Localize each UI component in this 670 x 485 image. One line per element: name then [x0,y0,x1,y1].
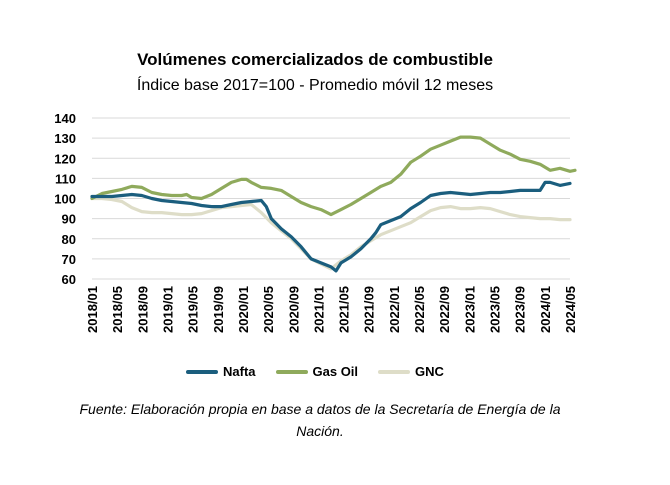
x-tick-label: 2024/05 [563,286,578,333]
grid-lines [92,117,570,280]
series-line-gnc [90,196,572,271]
x-tick-label: 2022/09 [437,286,452,333]
x-tick-label: 2023/05 [488,286,503,333]
legend-swatch [186,369,218,374]
y-tick-label: 120 [54,151,76,166]
x-tick-label: 2018/09 [135,286,150,333]
x-tick-label: 2019/09 [211,286,226,333]
legend-label: Nafta [223,364,256,379]
legend: Nafta Gas Oil GNC [186,364,464,379]
y-tick-label: 130 [54,131,76,146]
y-tick-label: 140 [54,111,76,126]
legend-label: Gas Oil [312,364,359,379]
chart-subtitle: Índice base 2017=100 - Promedio móvil 12… [136,77,494,94]
x-tick-label: 2021/09 [362,286,377,333]
series-line-gas-oil [90,135,577,217]
x-tick-label: 2020/09 [286,286,301,333]
legend-swatch [275,369,308,374]
source-note: Fuente: Elaboración propia en base a dat… [79,401,561,439]
x-tick-label: 2019/05 [186,286,201,333]
x-tick-label: 2023/09 [513,286,528,333]
x-tick-label: 2020/05 [261,286,276,333]
series-line-nafta [90,180,572,273]
legend-item: Nafta [186,364,256,379]
x-tick-label: 2023/01 [462,286,477,333]
x-tick-label: 2019/01 [160,286,175,333]
chart-title: Volúmenes comercializados de combustible [137,50,493,69]
legend-item: Gas Oil [275,364,359,379]
y-tick-label: 70 [62,252,76,267]
legend-label: GNC [415,364,444,379]
y-tick-label: 110 [55,171,76,186]
y-tick-label: 60 [62,272,76,287]
x-tick-label: 2022/05 [412,286,427,333]
x-tick-label: 2021/05 [337,286,352,333]
y-tick-label: 100 [54,192,76,207]
y-tick-label: 90 [62,212,76,227]
x-tick-label: 2018/01 [85,286,100,333]
x-tick-label: 2021/01 [311,286,326,333]
legend-swatch [378,369,411,374]
x-tick-label: 2024/01 [538,286,553,333]
x-tick-label: 2020/01 [236,286,251,333]
legend-item: GNC [378,364,444,379]
x-axis-ticks: 2018/01 2018/05 2018/09 2019/01 2019/05 2019/… [85,286,578,333]
x-tick-label: 2018/05 [110,286,125,333]
x-tick-label: 2022/01 [387,286,402,333]
y-axis-ticks: 60 70 80 90 100 110 120 130 140 [54,111,76,287]
y-tick-label: 80 [62,232,76,247]
series-lines [90,135,577,273]
